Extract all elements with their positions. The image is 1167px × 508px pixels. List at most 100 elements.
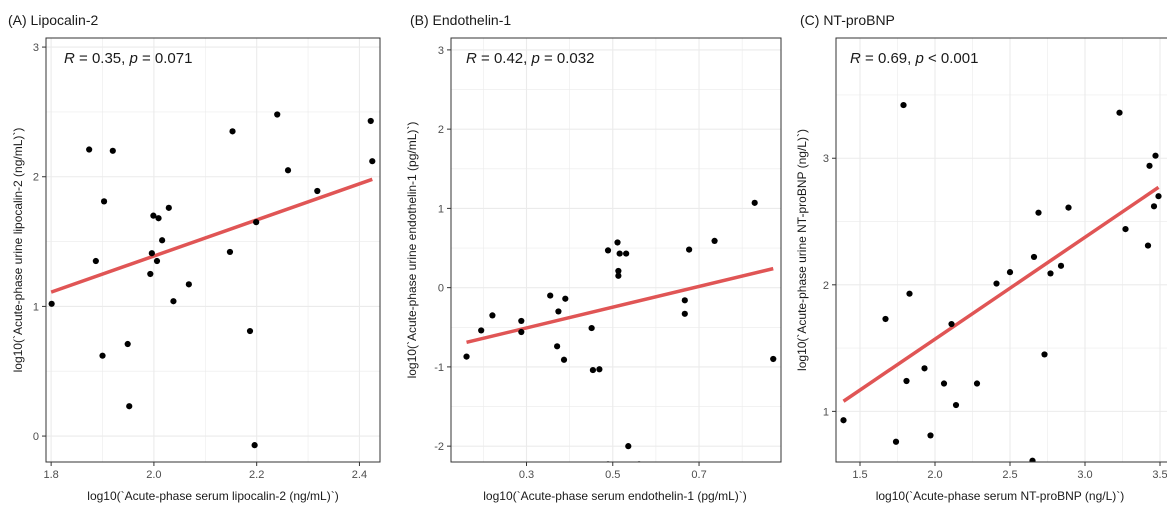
gridlines [451,38,781,462]
data-point [993,280,1000,287]
data-point [226,248,234,256]
r-value: = 0.42, [477,50,532,67]
data-point [367,117,374,125]
x-tick-label: 0.3 [519,469,534,481]
data-point [48,300,55,307]
r-label: R [466,50,477,67]
y-tick-label: 1 [823,406,829,418]
data-point [1030,253,1038,261]
data-point [251,442,258,449]
x-tick-label: 3.5 [1152,469,1167,481]
y-tick-label: 2 [823,280,829,292]
data-point [253,219,260,226]
p-value: = 0.071 [138,50,193,67]
data-points [463,199,777,462]
data-point [92,257,99,265]
y-tick-label: 0 [33,431,39,443]
regression-line [842,185,1160,403]
r-value: = 0.69, [861,50,916,67]
x-axis-label: log10(`Acute-phase serum lipocalin-2 (ng… [87,489,338,503]
y-tick-label: 3 [438,45,444,57]
data-point [547,292,554,299]
data-point [124,340,131,348]
axis-ticks: 1.8 2.0 2.2 2.4 0 1 2 3 [33,42,367,481]
data-point [604,247,612,254]
data-point [615,272,622,279]
data-point [1152,152,1159,159]
panel-title: (A) Lipocalin-2 [8,12,98,28]
plot-border [835,37,1167,463]
panel-lipocalin-2: (A) Lipocalin-2 1.8 2.0 2.2 2.4 0 1 2 3 R = 0.3… [8,12,381,503]
data-point [948,320,955,328]
data-point [229,128,236,135]
y-tick-label: -1 [434,362,444,374]
data-point [86,146,93,153]
panel-title: (C) NT-proBNP [800,12,895,28]
data-point [927,432,934,439]
data-point [518,328,525,336]
data-point [1029,457,1036,462]
data-point [589,366,597,374]
data-point [1041,351,1048,358]
data-point [554,343,561,350]
regression-line [50,177,373,294]
y-axis-label: log10(`Acute-phase urine lipocalin-2 (ng… [11,128,25,373]
correlation-annotation: R = 0.42, p = 0.032 [466,50,594,67]
x-tick-label: 2.0 [146,469,161,481]
gridlines [836,38,1167,462]
data-point [615,267,622,275]
data-point [518,317,525,325]
data-point [840,417,847,424]
data-point [1122,226,1129,233]
data-point [1047,270,1054,277]
data-point [100,198,108,205]
plot-border [450,37,782,463]
regression-line-group [466,266,774,345]
x-tick-label: 3.0 [1077,469,1092,481]
data-point [165,204,172,211]
data-point [1146,162,1153,169]
x-axis-label: log10(`Acute-phase serum NT-proBNP (ng/L… [876,489,1125,503]
data-point [1006,269,1014,276]
data-point [681,297,688,304]
data-point [882,315,889,323]
y-tick-label: 1 [33,301,39,313]
data-point [99,352,106,359]
data-point [711,237,718,244]
data-point [751,199,758,206]
y-tick-label: 2 [33,172,39,184]
data-point [463,353,470,360]
data-point [246,327,254,335]
data-point [900,101,907,109]
data-point [770,355,777,363]
x-tick-label: 2.0 [927,469,942,481]
r-label: R [64,50,75,67]
y-tick-label: 3 [823,153,829,165]
data-point [588,324,595,332]
p-label: p [530,50,539,67]
x-tick-label: 0.7 [691,469,706,481]
data-point [616,250,623,257]
data-point [126,403,133,410]
p-label: p [914,50,923,67]
x-tick-label: 1.5 [852,469,867,481]
axis-ticks: 0.3 0.5 0.7 -2 -1 0 1 2 3 [434,45,706,481]
data-point [952,401,960,409]
y-axis-label: log10(`Acute-phase urine endothelin-1 (p… [405,122,419,379]
data-point [892,438,900,445]
data-point [155,215,162,222]
data-point [1144,242,1152,249]
data-point [1057,262,1065,269]
data-point [369,158,376,165]
data-points [840,101,1162,462]
data-point [1155,193,1162,200]
y-tick-label: 2 [438,124,444,136]
data-point [489,312,496,319]
data-point [906,290,913,297]
y-tick-label: 1 [438,203,444,215]
data-point [1035,209,1042,216]
data-point [150,212,157,219]
p-value: = 0.032 [540,50,595,67]
y-tick-label: -2 [434,441,444,453]
data-point [1150,203,1158,210]
